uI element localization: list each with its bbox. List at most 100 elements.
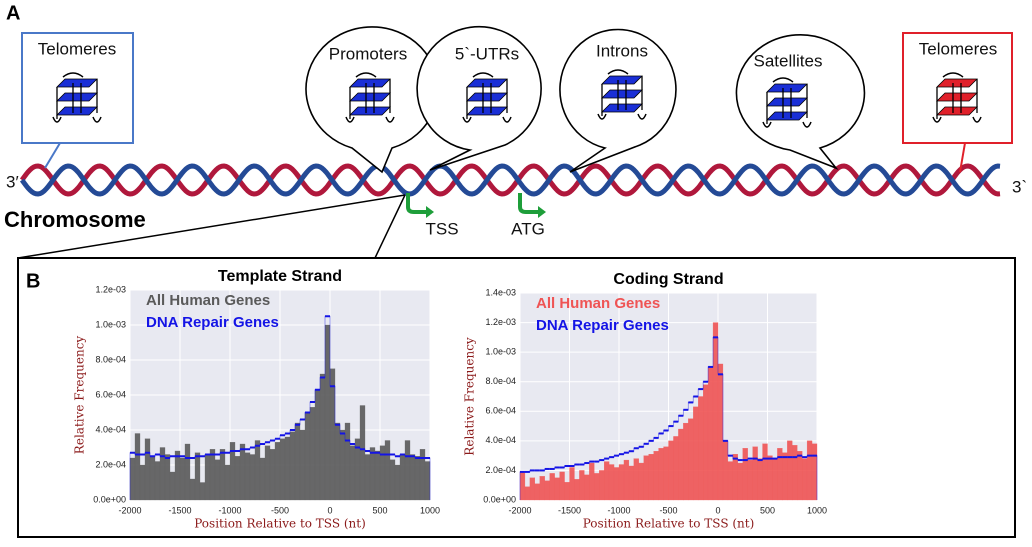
bar (802, 458, 808, 501)
x-tick-label: 500 (760, 505, 775, 515)
bar (811, 443, 818, 501)
bar (274, 442, 281, 501)
bar (643, 455, 649, 501)
bar (284, 436, 291, 501)
bar (752, 446, 758, 501)
label: Telomeres (38, 39, 116, 58)
bar (663, 446, 669, 501)
bar (589, 462, 595, 501)
y-tick-label: 1.0e-03 (95, 319, 126, 329)
bar (628, 465, 635, 501)
bar (747, 459, 753, 501)
label: 5`-UTRs (455, 44, 519, 63)
legend-entry: All Human Genes (536, 295, 660, 312)
x-tick-label: 500 (372, 505, 387, 515)
bar (599, 470, 605, 501)
dna-helix (19, 163, 1001, 197)
bar (184, 443, 191, 501)
bar (214, 459, 221, 501)
bar (359, 405, 366, 501)
bar (299, 429, 306, 501)
y-tick-label: 1.2e-03 (95, 284, 126, 294)
label: 3` (1012, 177, 1027, 196)
bar (678, 428, 684, 501)
bar (668, 440, 674, 501)
bar (574, 479, 580, 501)
bar (189, 478, 196, 501)
y-tick-label: 4.0e-04 (485, 435, 516, 445)
bar (199, 482, 206, 501)
bar (653, 451, 659, 501)
bar (539, 476, 545, 501)
bar (349, 445, 356, 501)
bar (757, 458, 763, 501)
bar (249, 454, 256, 501)
bar (638, 462, 644, 501)
x-axis-label: Position Relative to TSS (nt) (583, 517, 755, 531)
connector (17, 194, 406, 259)
bar (134, 433, 141, 501)
x-tick-label: 0 (327, 505, 332, 515)
y-axis-label: Relative Frequency (73, 336, 87, 455)
bar (144, 438, 151, 501)
y-tick-label: 1.4e-03 (485, 287, 516, 297)
arrow (406, 193, 428, 214)
bar (737, 462, 743, 501)
bar (389, 459, 396, 501)
bar (344, 422, 351, 501)
label: Satellites (754, 51, 823, 70)
bar (519, 471, 526, 501)
panel-b-box (17, 257, 1016, 538)
panel-label: B (26, 270, 40, 292)
y-tick-label: 2.0e-04 (95, 459, 126, 469)
bar (424, 461, 431, 501)
bar (334, 422, 341, 501)
bar (648, 454, 654, 501)
x-tick-label: 1000 (807, 505, 827, 515)
x-tick-label: -500 (659, 505, 677, 515)
bar (534, 483, 540, 501)
x-tick-label: -1500 (558, 505, 581, 515)
bar (554, 477, 560, 501)
bar (364, 454, 371, 501)
bar (707, 366, 714, 501)
arrow (518, 193, 540, 214)
bar (604, 461, 610, 501)
y-tick-label: 4.0e-04 (95, 424, 126, 434)
bar (304, 412, 311, 501)
bar (369, 447, 376, 501)
bar (224, 464, 231, 501)
bar (579, 470, 585, 501)
bar (717, 363, 724, 501)
bar (762, 443, 768, 501)
bar (584, 474, 590, 501)
bar (806, 440, 813, 501)
label: Introns (596, 41, 648, 60)
bar (164, 454, 171, 501)
y-tick-label: 6.0e-04 (485, 406, 516, 416)
bar (154, 461, 161, 501)
bar (564, 482, 570, 501)
panel-label: A (6, 2, 20, 24)
bar (698, 396, 704, 501)
legend-entry: DNA Repair Genes (146, 314, 279, 331)
telomere-box (21, 32, 134, 144)
bar (742, 448, 748, 501)
label: ATG (511, 219, 545, 238)
bar (194, 452, 201, 501)
bar (409, 454, 416, 501)
chart-title: Coding Strand (613, 271, 723, 288)
x-tick-label: -2000 (508, 505, 531, 515)
bar (792, 445, 798, 501)
telomere-pointer (44, 142, 61, 169)
bar (559, 471, 565, 501)
bar (289, 431, 296, 501)
chart-title: Template Strand (218, 268, 342, 285)
bar (623, 459, 630, 501)
y-tick-label: 0.0e+00 (483, 494, 516, 504)
bar (777, 448, 783, 501)
y-axis-label: Relative Frequency (463, 337, 477, 456)
bar (569, 467, 575, 501)
bar (314, 389, 321, 501)
bar (544, 480, 550, 501)
